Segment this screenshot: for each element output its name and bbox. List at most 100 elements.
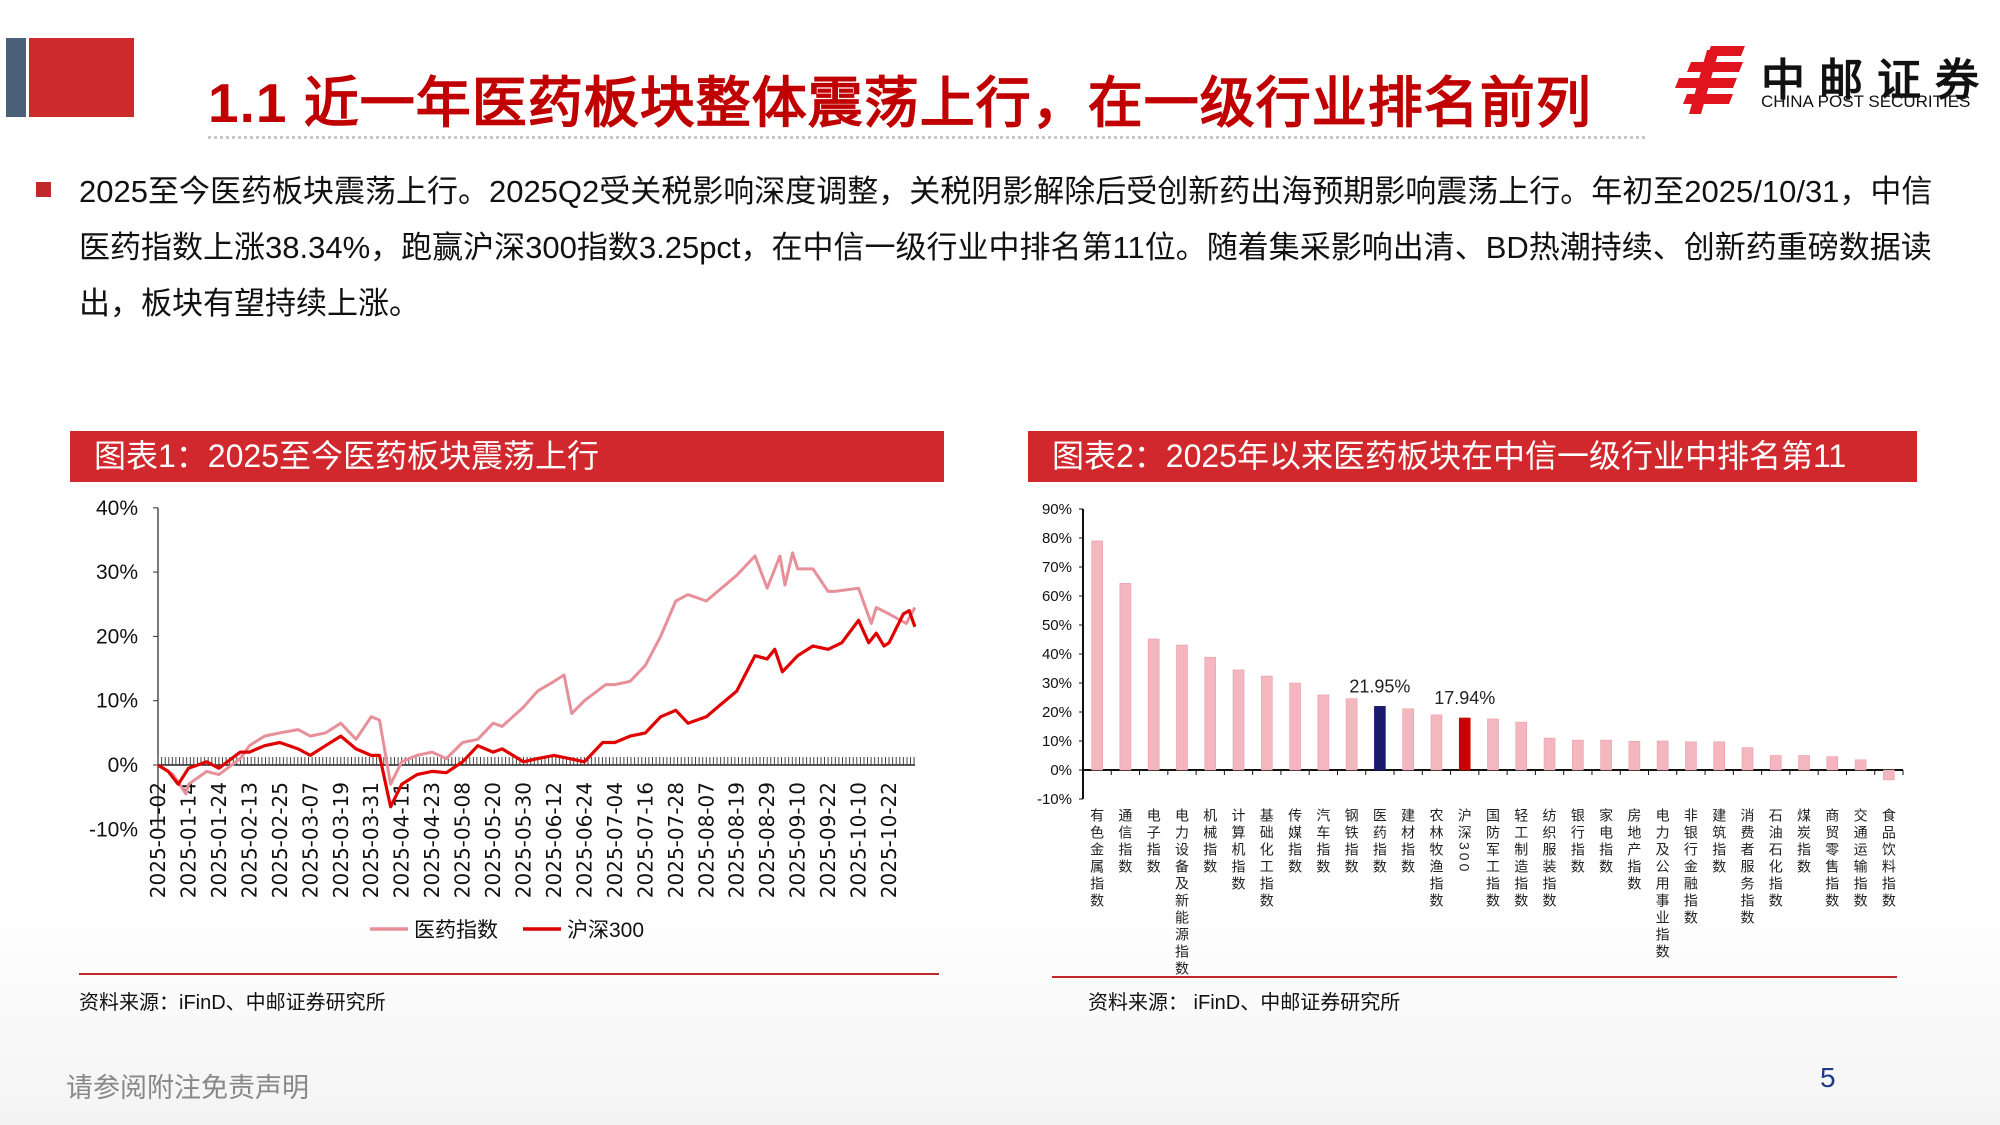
chart1-x-tick-label: 2025-08-19 (725, 782, 749, 898)
chart2-category-label: 有色金属指数 (1089, 808, 1106, 910)
bullet-square (36, 182, 51, 197)
chart2-category-label: 沪深300 (1456, 808, 1473, 875)
chart1-x-tick-label: 2025-09-10 (786, 782, 810, 898)
chart2-category-label: 医药指数 (1371, 808, 1388, 876)
chart2-category-label: 国防军工指数 (1485, 808, 1501, 910)
chart2-bar (1769, 755, 1782, 771)
chart2-category-label: 通信指数 (1117, 808, 1134, 876)
chart2-header: 图表2：2025年以来医药板块在中信一级行业中排名第11 (1028, 431, 1917, 482)
chart2-category-label: 非银行金融指数 (1682, 808, 1699, 927)
chart1-y-tick-label: 30% (96, 561, 138, 584)
chart2-bottom-rule (1052, 976, 1897, 978)
chart2-bar (1656, 740, 1669, 771)
chart2-y-tick-label: 40% (1042, 646, 1072, 663)
chart2-category-label: 计算机指数 (1230, 808, 1247, 893)
page-title: 1.1 近一年医药板块整体震荡上行，在一级行业排名前列 (208, 72, 1592, 134)
chart2-category-label: 消费者服务指数 (1739, 808, 1756, 927)
chart1-x-tick-label: 2025-07-16 (633, 782, 657, 898)
chart2-bar (1345, 698, 1358, 771)
chart1-x-tick-label: 2025-01-02 (146, 782, 170, 898)
chart2-bar (1091, 540, 1103, 771)
chart1-x-tick-label: 2025-05-30 (512, 782, 536, 898)
chart2-category-label: 轻工制造指数 (1513, 808, 1530, 910)
chart2-bar (1487, 718, 1499, 771)
chart1-y-tick-label: 20% (96, 625, 138, 648)
chart1-x-tick-label: 2025-08-29 (755, 782, 779, 898)
chart2-category-label: 房地产指数 (1626, 808, 1643, 893)
chart2-y-tick-label: 60% (1042, 588, 1072, 605)
chart2-source: 资料来源： iFinD、中邮证券研究所 (1088, 992, 1401, 1014)
chart1-x-tick-label: 2025-10-22 (877, 782, 901, 898)
chart2-category-label: 食品饮料指数 (1880, 808, 1897, 910)
chart2-category-label: 电子指数 (1145, 808, 1162, 876)
chart2-category-label: 汽车指数 (1315, 808, 1332, 876)
chart1-x-tick-label: 2025-07-28 (664, 782, 688, 898)
chart2-category-label: 钢铁指数 (1343, 808, 1360, 876)
chart2-category-label: 银行指数 (1569, 808, 1586, 876)
chart1-legend-label: 沪深300 (567, 919, 644, 942)
chart2-y-tick-label: 20% (1042, 704, 1072, 721)
chart2-bar (1147, 638, 1160, 771)
chart2-y-tick-label: 90% (1042, 501, 1072, 518)
chart1-x-tick-label: 2025-04-23 (420, 782, 444, 898)
chart2-category-label: 电力及公用事业指数 (1654, 808, 1671, 961)
china-post-emblem-icon (1675, 46, 1745, 114)
summary-paragraph: 2025至今医药板块震荡上行。2025Q2受关税影响深度调整，关税阴影解除后受创… (79, 174, 1933, 321)
chart2-bar (1119, 582, 1132, 771)
chart1-x-tick-label: 2025-05-08 (451, 782, 475, 898)
chart1-y-tick-label: 40% (96, 497, 138, 520)
chart1-x-tick-label: 2025-05-20 (481, 782, 505, 898)
chart1-series-line-hs300 (157, 609, 917, 809)
chart1-x-tick-label: 2025-10-10 (847, 782, 871, 898)
chart1-x-tick-label: 2025-06-12 (542, 782, 566, 898)
chart1-x-tick-label: 2025-08-07 (694, 782, 718, 898)
chart1-x-tick-label: 2025-03-07 (298, 782, 322, 898)
chart2-bar (1543, 737, 1556, 771)
chart2-category-label: 交通运输指数 (1852, 808, 1869, 910)
chart2-category-label: 石油石化指数 (1767, 808, 1784, 910)
chart2-bar (1515, 721, 1528, 771)
chart1-y-tick-label: -10% (89, 818, 138, 841)
chart2-bar (1826, 756, 1839, 771)
chart2-bar (1883, 769, 1895, 781)
chart1-x-tick-label: 2025-03-19 (329, 782, 353, 898)
chart1-x-tick-label: 2025-02-25 (268, 782, 292, 898)
title-accent-bar (6, 38, 26, 117)
chart2-bar (1741, 747, 1754, 771)
chart2-bar (1628, 740, 1641, 771)
chart1-header: 图表1：2025至今医药板块震荡上行 (70, 431, 944, 482)
chart2-y-tick-label: -10% (1037, 791, 1072, 808)
chart1-y-tick-label: 10% (96, 690, 138, 713)
chart2-bar (1798, 755, 1810, 771)
chart2-bar (1204, 656, 1217, 771)
chart2-bar (1430, 714, 1443, 771)
chart2-data-label: 21.95% (1349, 676, 1410, 696)
chart2-bar (1289, 682, 1301, 771)
chart2-bar (1458, 717, 1471, 771)
disclaimer-note[interactable]: 请参阅附注免责声明 (66, 1073, 309, 1103)
chart2-y-tick-label: 0% (1050, 762, 1072, 779)
chart2-category-label: 家电指数 (1598, 808, 1615, 876)
chart2-bar (1713, 741, 1726, 771)
chart1-x-tick-label: 2025-06-24 (572, 782, 596, 898)
chart1-series-line-pharma (157, 551, 917, 796)
company-logo: 中邮证券 CHINA POST SECURITIES (1671, 42, 1979, 118)
title-accent-square (29, 38, 134, 117)
chart2-bar (1260, 675, 1273, 771)
chart2-bar (1572, 739, 1584, 771)
chart2-category-label: 建筑指数 (1711, 808, 1728, 876)
chart2-bar (1685, 741, 1697, 771)
logo-text-en: CHINA POST SECURITIES (1761, 92, 1971, 111)
chart2-bar (1176, 644, 1188, 771)
chart1-x-tick-label: 2025-07-04 (603, 782, 627, 898)
chart2-data-label: 17.94% (1434, 688, 1495, 708)
chart2-category-label: 机械指数 (1202, 808, 1219, 876)
chart1-source: 资料来源：iFinD、中邮证券研究所 (79, 992, 386, 1014)
chart2-bar (1854, 759, 1867, 771)
chart1-y-tick-label: 0% (108, 754, 138, 777)
chart1-legend-label: 医药指数 (414, 919, 498, 942)
chart2-y-tick-label: 30% (1042, 675, 1072, 692)
